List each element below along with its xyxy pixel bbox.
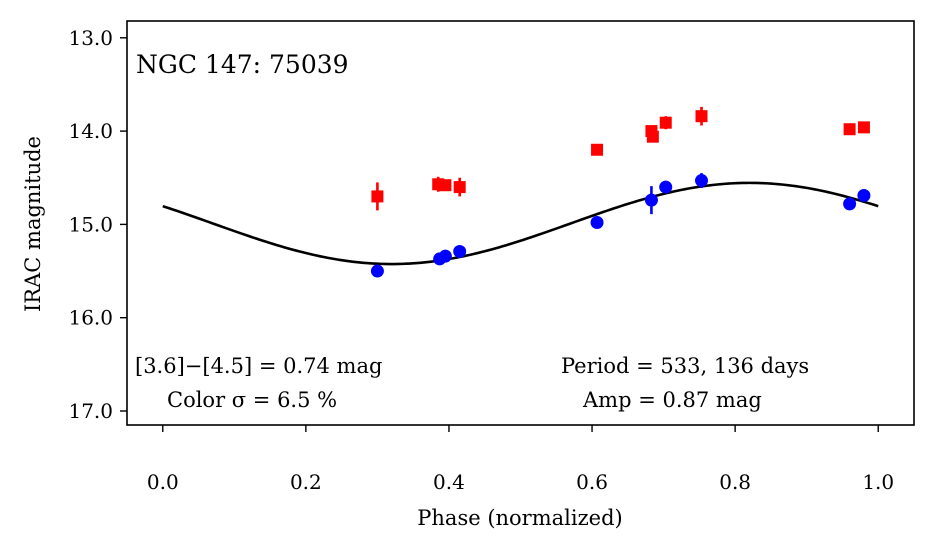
x-tick-label: 0.0 — [147, 470, 179, 494]
plot-area — [162, 106, 879, 278]
y-tick-label: 17.0 — [68, 399, 113, 423]
blue-series — [370, 173, 871, 278]
color-index-annotation: [3.6]−[4.5] = 0.74 mag — [135, 354, 382, 378]
data-point-square — [439, 179, 452, 192]
x-axis: 0.0 0.2 0.4 0.6 0.8 1.0 — [147, 425, 894, 494]
data-point-square — [857, 121, 870, 134]
data-point-circle — [590, 216, 604, 230]
x-tick-label: 0.8 — [719, 470, 751, 494]
data-point-square — [695, 110, 708, 123]
data-point-circle — [843, 197, 857, 211]
fit-curve — [162, 181, 879, 266]
amplitude-annotation: Amp = 0.87 mag — [582, 388, 762, 412]
data-point-circle — [644, 193, 658, 207]
data-point-circle — [453, 244, 467, 258]
data-point-circle — [695, 174, 709, 188]
plot-frame — [126, 20, 915, 426]
chart-title-annotation: NGC 147: 75039 — [136, 50, 349, 79]
y-tick-label: 15.0 — [68, 212, 113, 236]
y-tick-label: 14.0 — [68, 119, 113, 143]
color-sigma-annotation: Color σ = 6.5 % — [167, 388, 337, 412]
data-point-square — [371, 190, 384, 203]
data-point-circle — [857, 188, 871, 202]
data-point-square — [453, 181, 466, 194]
data-point-square — [591, 143, 604, 156]
x-tick-label: 0.4 — [433, 470, 465, 494]
red-series — [371, 106, 870, 211]
data-point-circle — [370, 264, 384, 278]
period-annotation: Period = 533, 136 days — [561, 354, 809, 378]
data-point-square — [646, 130, 659, 143]
data-point-square — [659, 116, 672, 129]
data-point-square — [843, 123, 856, 136]
data-point-circle — [438, 249, 452, 263]
data-point-circle — [659, 180, 673, 194]
x-tick-label: 0.2 — [290, 470, 322, 494]
y-axis-label: IRAC magnitude — [21, 136, 45, 312]
y-tick-label: 16.0 — [68, 306, 113, 330]
y-axis: 13.0 14.0 15.0 16.0 17.0 — [68, 26, 127, 423]
x-tick-label: 0.6 — [576, 470, 608, 494]
x-axis-label: Phase (normalized) — [417, 506, 622, 530]
x-tick-label: 1.0 — [862, 470, 894, 494]
y-tick-label: 13.0 — [68, 26, 113, 50]
